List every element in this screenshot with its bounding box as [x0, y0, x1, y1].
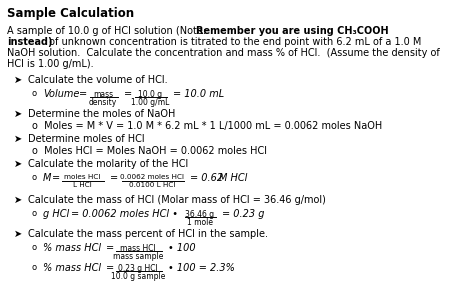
Text: 0.0062 moles HCl: 0.0062 moles HCl: [120, 174, 184, 180]
Text: = 10.0 mL: = 10.0 mL: [173, 89, 224, 99]
Text: of unknown concentration is titrated to the end point with 6.2 mL of a 1.0 M: of unknown concentration is titrated to …: [46, 37, 421, 47]
Text: Volume: Volume: [43, 89, 79, 99]
Text: =: =: [52, 173, 60, 183]
Text: 10.0 g: 10.0 g: [138, 90, 162, 99]
Text: ➤: ➤: [14, 75, 22, 85]
Text: A sample of 10.0 g of HCl solution (Note:: A sample of 10.0 g of HCl solution (Note…: [7, 26, 212, 36]
Text: mass HCl: mass HCl: [120, 244, 156, 253]
Text: ➤: ➤: [14, 109, 22, 119]
Text: ➤: ➤: [14, 195, 22, 205]
Text: Determine moles of HCl: Determine moles of HCl: [28, 134, 145, 144]
Text: = 0.0062 moles HCl •: = 0.0062 moles HCl •: [71, 209, 178, 219]
Text: o  Moles HCl = Moles NaOH = 0.0062 moles HCl: o Moles HCl = Moles NaOH = 0.0062 moles …: [32, 146, 267, 156]
Text: ➤: ➤: [14, 159, 22, 169]
Text: Calculate the molarity of the HCl: Calculate the molarity of the HCl: [28, 159, 188, 169]
Text: density: density: [89, 98, 117, 107]
Text: 0.0100 L HCl: 0.0100 L HCl: [129, 182, 175, 188]
Text: mass sample: mass sample: [113, 252, 163, 261]
Text: ➤: ➤: [14, 134, 22, 144]
Text: M HCl: M HCl: [219, 173, 247, 183]
Text: mass: mass: [93, 90, 113, 99]
Text: o: o: [32, 173, 37, 182]
Text: Sample Calculation: Sample Calculation: [7, 7, 134, 20]
Text: Determine the moles of NaOH: Determine the moles of NaOH: [28, 109, 175, 119]
Text: • 100: • 100: [168, 243, 196, 253]
Text: L HCl: L HCl: [73, 182, 91, 188]
Text: % mass HCl: % mass HCl: [43, 263, 101, 273]
Text: 10.0 g sample: 10.0 g sample: [111, 272, 165, 281]
Text: instead): instead): [7, 37, 53, 47]
Text: = 0.23 g: = 0.23 g: [222, 209, 264, 219]
Text: =: =: [110, 173, 118, 183]
Text: Remember you are using CH₃COOH: Remember you are using CH₃COOH: [196, 26, 389, 36]
Text: • 100 = 2.3%: • 100 = 2.3%: [168, 263, 235, 273]
Text: HCl is 1.00 g/mL).: HCl is 1.00 g/mL).: [7, 59, 94, 69]
Text: M: M: [43, 173, 51, 183]
Text: ➤: ➤: [14, 229, 22, 239]
Text: Calculate the mass of HCl (Molar mass of HCl = 36.46 g/mol): Calculate the mass of HCl (Molar mass of…: [28, 195, 326, 205]
Text: =: =: [79, 89, 87, 99]
Text: =: =: [106, 263, 114, 273]
Text: o  Moles = M * V = 1.0 M * 6.2 mL * 1 L/1000 mL = 0.0062 moles NaOH: o Moles = M * V = 1.0 M * 6.2 mL * 1 L/1…: [32, 121, 382, 131]
Text: = 0.62: = 0.62: [190, 173, 223, 183]
Text: o: o: [32, 243, 37, 252]
Text: =: =: [124, 89, 132, 99]
Text: % mass HCl: % mass HCl: [43, 243, 101, 253]
Text: 36.46 g: 36.46 g: [185, 210, 215, 219]
Text: moles HCl: moles HCl: [64, 174, 100, 180]
Text: o: o: [32, 263, 37, 272]
Text: 0.23 g HCl: 0.23 g HCl: [118, 264, 158, 273]
Text: g HCl: g HCl: [43, 209, 69, 219]
Text: Calculate the volume of HCl.: Calculate the volume of HCl.: [28, 75, 168, 85]
Text: =: =: [106, 243, 114, 253]
Text: o: o: [32, 209, 37, 218]
Text: Calculate the mass percent of HCl in the sample.: Calculate the mass percent of HCl in the…: [28, 229, 268, 239]
Text: 1.00 g/mL: 1.00 g/mL: [131, 98, 169, 107]
Text: 1 mole: 1 mole: [187, 218, 213, 227]
Text: NaOH solution.  Calculate the concentration and mass % of HCl.  (Assume the dens: NaOH solution. Calculate the concentrati…: [7, 48, 440, 58]
Text: o: o: [32, 89, 37, 98]
